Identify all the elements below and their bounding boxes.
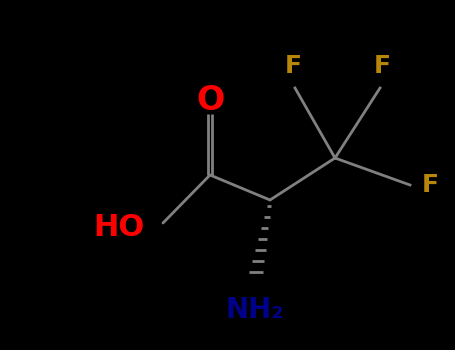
Text: HO: HO [94,214,145,243]
Text: F: F [284,54,302,78]
Text: NH₂: NH₂ [226,296,284,324]
Text: F: F [422,173,439,197]
Text: O: O [196,84,224,117]
Text: F: F [374,54,390,78]
